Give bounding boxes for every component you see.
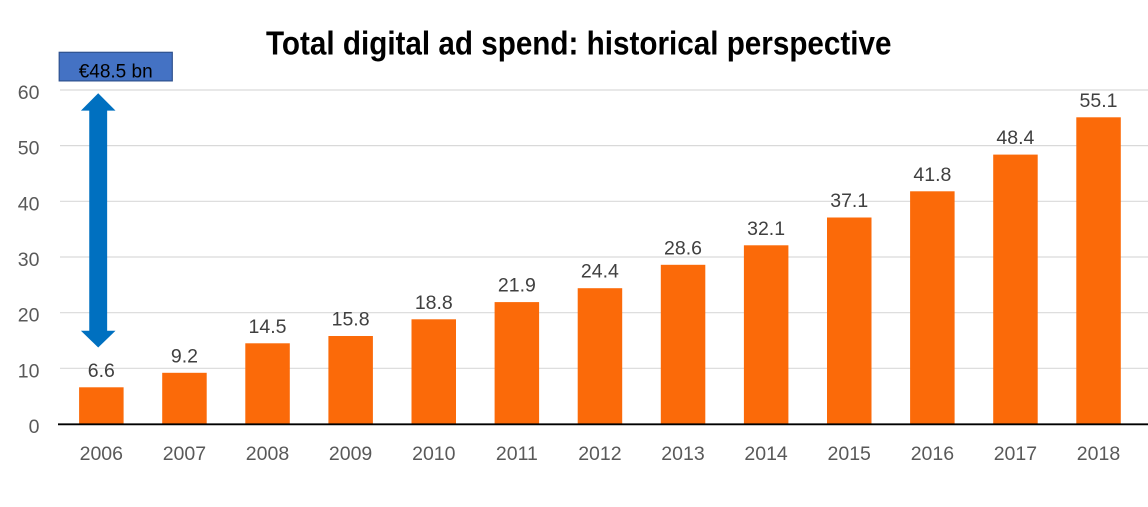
svg-text:28.6: 28.6 <box>664 237 702 259</box>
svg-text:9.2: 9.2 <box>171 345 198 367</box>
svg-text:2016: 2016 <box>911 443 954 465</box>
svg-text:55.1: 55.1 <box>1080 90 1118 112</box>
svg-text:2009: 2009 <box>329 443 372 465</box>
svg-text:€48.5 bn: €48.5 bn <box>79 62 153 83</box>
svg-text:2010: 2010 <box>412 443 456 465</box>
svg-text:2018: 2018 <box>1077 443 1120 465</box>
svg-text:30: 30 <box>18 249 40 271</box>
svg-text:50: 50 <box>18 138 40 160</box>
svg-text:2011: 2011 <box>496 443 538 465</box>
svg-text:2006: 2006 <box>80 443 123 465</box>
svg-text:18.8: 18.8 <box>415 292 453 314</box>
svg-text:2014: 2014 <box>744 443 788 465</box>
svg-text:24.4: 24.4 <box>581 261 619 283</box>
svg-text:21.9: 21.9 <box>498 275 536 297</box>
svg-text:40: 40 <box>18 193 40 215</box>
svg-text:10: 10 <box>18 360 40 382</box>
svg-text:60: 60 <box>18 82 40 104</box>
svg-text:0: 0 <box>29 416 40 438</box>
svg-text:2013: 2013 <box>661 443 704 465</box>
svg-text:2012: 2012 <box>578 443 621 465</box>
svg-text:37.1: 37.1 <box>830 190 868 212</box>
svg-text:Total digital ad spend: histor: Total digital ad spend: historical persp… <box>266 26 892 63</box>
svg-text:2008: 2008 <box>246 443 289 465</box>
svg-text:14.5: 14.5 <box>249 316 287 338</box>
svg-text:32.1: 32.1 <box>747 218 785 240</box>
svg-text:48.4: 48.4 <box>996 127 1034 149</box>
svg-text:2017: 2017 <box>994 443 1037 465</box>
svg-text:15.8: 15.8 <box>332 309 370 331</box>
svg-text:2015: 2015 <box>828 443 872 465</box>
svg-text:6.6: 6.6 <box>88 360 115 382</box>
svg-text:20: 20 <box>18 305 40 327</box>
svg-text:41.8: 41.8 <box>913 164 951 186</box>
svg-text:2007: 2007 <box>163 443 206 465</box>
